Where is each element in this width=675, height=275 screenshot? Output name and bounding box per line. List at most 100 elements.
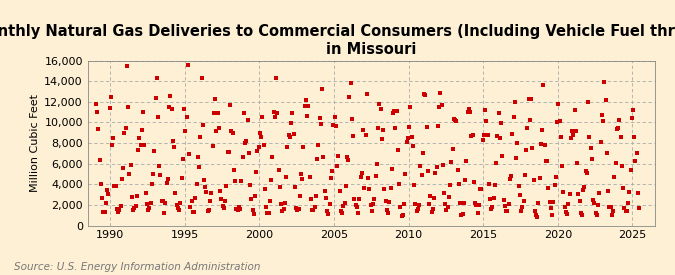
Point [557,164,568,168]
Point [510,100,520,104]
Point [335,208,346,213]
Point [275,185,286,189]
Point [451,119,462,123]
Point [393,148,404,153]
Point [95,158,105,162]
Point [482,132,493,137]
Point [390,126,401,130]
Point [189,209,200,214]
Point [176,176,187,181]
Point [353,211,364,215]
Point [624,190,634,194]
Point [481,119,491,123]
Point [516,209,526,213]
Point [179,106,190,111]
Point [466,134,477,138]
Point [464,110,475,114]
Point [549,183,560,187]
Point [291,206,302,210]
Point [446,160,457,164]
Point [610,161,621,165]
Point [615,134,626,139]
Point [297,177,308,181]
Point [470,201,481,205]
Point [591,213,602,218]
Point [585,145,596,150]
Point [365,203,376,208]
Point [417,151,428,155]
Point [387,111,398,116]
Point [194,165,205,169]
Point [461,159,472,163]
Point [380,199,391,203]
Point [529,209,540,214]
Point [219,206,230,210]
Point [619,205,630,210]
Point [167,138,178,143]
Point [566,136,576,140]
Point [622,209,632,214]
Point [110,184,121,188]
Point [620,208,631,213]
Point [598,119,609,123]
Point [560,209,571,214]
Point [338,204,349,208]
Point [237,155,248,160]
Point [228,167,239,172]
Point [634,206,645,210]
Point [588,198,599,203]
Point [126,195,137,200]
Point [430,170,441,175]
Point [535,176,545,181]
Point [133,148,144,152]
Point [136,128,147,132]
Point [145,201,156,205]
Point [251,170,262,174]
Point [241,139,252,143]
Point [173,207,184,212]
Point [614,118,625,122]
Point [545,206,556,210]
Point [324,202,335,207]
Point [629,134,640,139]
Point [487,205,498,209]
Point [425,194,436,198]
Point [374,102,385,106]
Point [599,80,610,84]
Point [492,134,503,138]
Point [384,200,395,204]
Point [507,131,518,136]
Point [579,185,590,189]
Point [542,158,553,163]
Point [307,208,318,212]
Point [569,108,580,112]
Point [612,127,622,132]
Point [608,208,618,213]
Point [412,207,423,211]
Point [210,97,221,101]
Point [513,184,524,189]
Point [260,187,271,191]
Point [321,196,331,201]
Point [436,103,447,107]
Point [471,203,482,207]
Point [439,191,450,196]
Point [385,186,396,190]
Point [114,208,125,213]
Point [300,97,311,102]
Point [576,213,587,217]
Point [323,212,333,216]
Point [574,199,585,204]
Point [103,192,113,196]
Point [252,149,263,153]
Point [591,211,601,216]
Point [220,199,231,203]
Point [209,111,219,115]
Point [95,182,106,187]
Point [287,111,298,116]
Point [204,208,215,212]
Text: Source: U.S. Energy Information Administration: Source: U.S. Energy Information Administ… [14,262,260,272]
Point [541,159,551,164]
Point [356,171,367,175]
Point [605,205,616,210]
